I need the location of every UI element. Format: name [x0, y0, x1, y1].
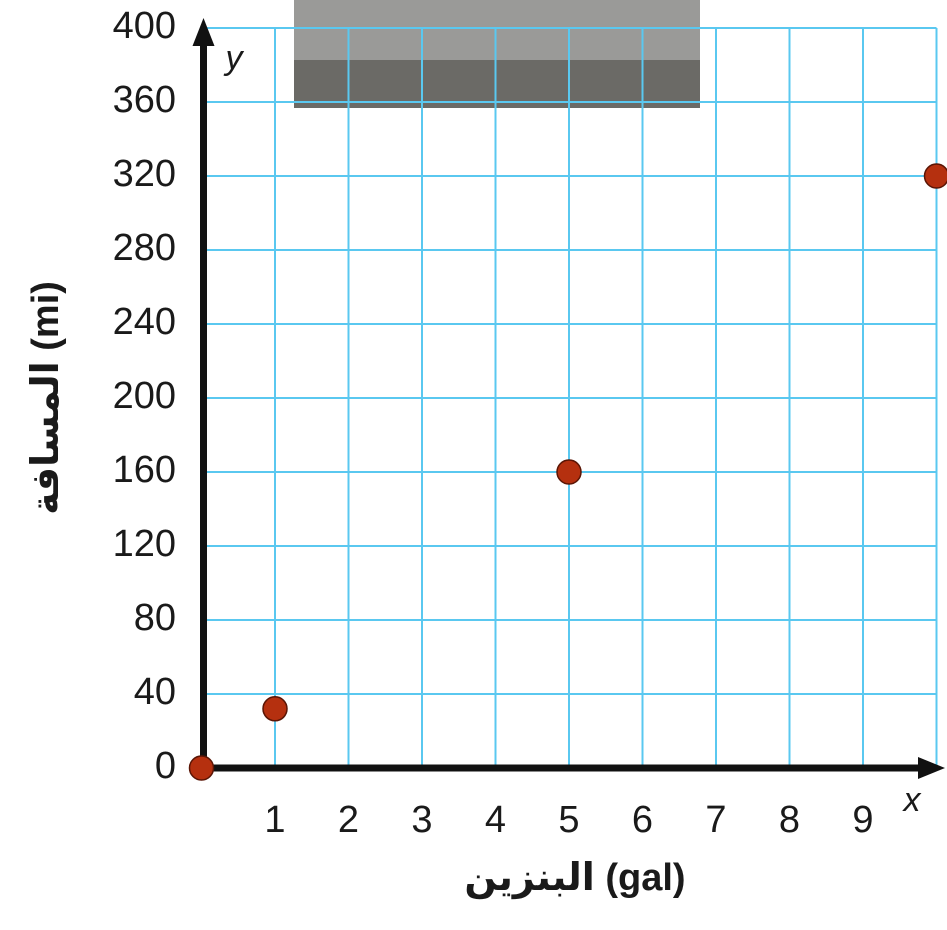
x-tick-label: 8	[779, 799, 800, 841]
chart: 1 2 3 4 5 6 7 8 9 0 40 80 120 160 200 240 280 320 360 400 ا…	[0, 0, 947, 930]
x-axis-arrow	[918, 757, 945, 779]
y-tick-label: 280	[113, 227, 176, 269]
x-tick-label: 5	[558, 799, 579, 841]
x-tick-label: 4	[485, 799, 506, 841]
y-tick-label: 0	[155, 745, 176, 787]
x-tick-label: 6	[632, 799, 653, 841]
x-axis-label: البنزين (gal)	[464, 857, 685, 899]
y-tick-label: 400	[113, 5, 176, 47]
y-tick-label: 160	[113, 449, 176, 491]
car-photo-road	[294, 60, 700, 108]
page: 1 2 3 4 5 6 7 8 9 0 40 80 120 160 200 240 280 320 360 400 ا…	[0, 0, 947, 930]
y-axis-letter: y	[224, 39, 245, 77]
y-tick-label: 80	[134, 597, 176, 639]
x-tick-label: 3	[411, 799, 432, 841]
x-tick-label: 1	[264, 799, 285, 841]
y-tick-label: 40	[134, 671, 176, 713]
x-axis-letter: x	[902, 781, 922, 819]
x-tick-label: 9	[852, 799, 873, 841]
x-tick-label: 7	[705, 799, 726, 841]
y-tick-label: 120	[113, 523, 176, 565]
point	[557, 460, 581, 484]
y-axis-arrow	[193, 18, 215, 46]
y-axis-label: المسافة (mi)	[25, 281, 67, 515]
y-tick-label: 360	[113, 79, 176, 121]
point	[190, 756, 214, 780]
y-tick-label: 200	[113, 375, 176, 417]
y-tick-label: 240	[113, 301, 176, 343]
y-tick-label: 320	[113, 153, 176, 195]
point	[263, 697, 287, 721]
x-tick-label: 2	[338, 799, 359, 841]
point	[925, 164, 947, 188]
